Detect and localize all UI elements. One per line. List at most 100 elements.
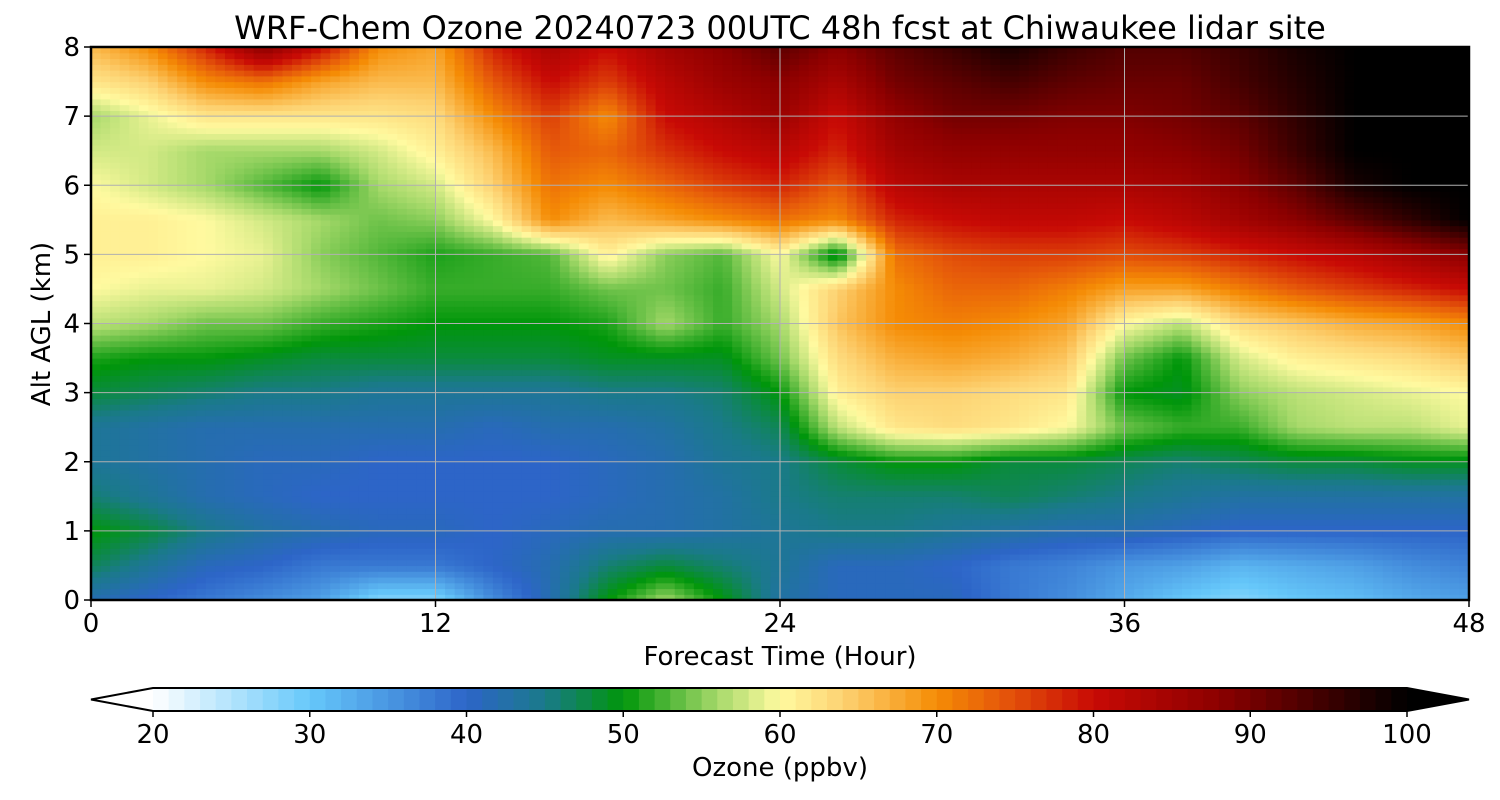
ozone-cell (1373, 571, 1383, 577)
ozone-cell (770, 491, 780, 497)
ozone-cell (330, 473, 340, 479)
ozone-cell (1345, 548, 1355, 554)
ozone-cell (895, 439, 905, 445)
ozone-cell (110, 542, 120, 548)
ozone-cell (531, 565, 541, 571)
ozone-cell (1029, 473, 1039, 479)
ozone-cell (780, 519, 790, 525)
ozone-cell (359, 462, 369, 468)
ozone-cell (397, 444, 407, 450)
ozone-cell (1096, 398, 1106, 404)
ozone-cell (809, 588, 819, 594)
ozone-cell (933, 393, 943, 399)
ozone-cell (263, 508, 273, 514)
ozone-cell (502, 508, 512, 514)
ozone-cell (780, 502, 790, 508)
ozone-cell (1306, 444, 1316, 450)
ozone-cell (1345, 537, 1355, 543)
ozone-cell (837, 398, 847, 404)
ozone-cell (598, 444, 608, 450)
ozone-cell (416, 531, 426, 537)
ozone-cell (1182, 491, 1192, 497)
ozone-cell (1172, 427, 1182, 433)
ozone-cell (1354, 514, 1364, 520)
ozone-cell (962, 491, 972, 497)
ozone-cell (1096, 531, 1106, 537)
ozone-cell (742, 479, 752, 485)
ozone-cell (206, 542, 216, 548)
ozone-cell (321, 444, 331, 450)
ozone-cell (225, 571, 235, 577)
ozone-cell (120, 542, 130, 548)
ozone-cell (598, 496, 608, 502)
ozone-cell (187, 583, 197, 589)
ozone-cell (244, 473, 254, 479)
ozone-cell (1325, 479, 1335, 485)
ozone-cell (1220, 514, 1230, 520)
ozone-cell (569, 433, 579, 439)
ozone-cell (608, 548, 618, 554)
ozone-cell (799, 462, 809, 468)
ozone-cell (1086, 473, 1096, 479)
ozone-cell (254, 479, 264, 485)
ozone-cell (857, 444, 867, 450)
ozone-cell (493, 548, 503, 554)
ozone-cell (254, 433, 264, 439)
ozone-cell (1325, 588, 1335, 594)
ozone-cell (876, 410, 886, 416)
ozone-cell (904, 450, 914, 456)
ozone-cell (512, 444, 522, 450)
ozone-cell (1325, 565, 1335, 571)
ozone-cell (991, 398, 1001, 404)
ozone-cell (1211, 588, 1221, 594)
ozone-cell (158, 588, 168, 594)
ozone-cell (1392, 583, 1402, 589)
ozone-cell (177, 514, 187, 520)
ozone-cell (1450, 542, 1460, 548)
ozone-cell (847, 588, 857, 594)
ozone-cell (522, 427, 532, 433)
ozone-cell (636, 404, 646, 410)
ozone-cell (464, 450, 474, 456)
ozone-cell (426, 537, 436, 543)
ozone-cell (1412, 531, 1422, 537)
ozone-cell (656, 462, 666, 468)
ozone-cell (1000, 462, 1010, 468)
ozone-cell (359, 479, 369, 485)
ozone-cell (1010, 565, 1020, 571)
ozone-cell (1278, 473, 1288, 479)
ozone-cell (91, 542, 101, 548)
ozone-cell (703, 427, 713, 433)
ozone-cell (847, 462, 857, 468)
ozone-cell (1211, 473, 1221, 479)
ozone-cell (1268, 565, 1278, 571)
ozone-cell (1412, 508, 1422, 514)
ozone-cell (828, 468, 838, 474)
ozone-cell (158, 548, 168, 554)
ozone-cell (330, 531, 340, 537)
ozone-cell (1249, 548, 1259, 554)
ozone-cell (502, 588, 512, 594)
ozone-cell (1345, 444, 1355, 450)
ozone-cell (818, 468, 828, 474)
ozone-cell (235, 531, 245, 537)
ozone-cell (148, 588, 158, 594)
ozone-cell (206, 439, 216, 445)
ozone-cell (1239, 514, 1249, 520)
ozone-cell (550, 410, 560, 416)
ozone-cell (1010, 583, 1020, 589)
ozone-cell (369, 491, 379, 497)
ozone-cell (235, 560, 245, 566)
ozone-cell (1440, 508, 1450, 514)
ozone-cell (158, 427, 168, 433)
ozone-cell (885, 519, 895, 525)
ozone-cell (713, 398, 723, 404)
ozone-cell (665, 433, 675, 439)
ozone-cell (924, 416, 934, 422)
ozone-cell (1316, 537, 1326, 543)
ozone-cell (101, 542, 111, 548)
ozone-cell (426, 508, 436, 514)
ozone-cell (579, 565, 589, 571)
ozone-cell (1153, 548, 1163, 554)
ozone-cell (340, 588, 350, 594)
